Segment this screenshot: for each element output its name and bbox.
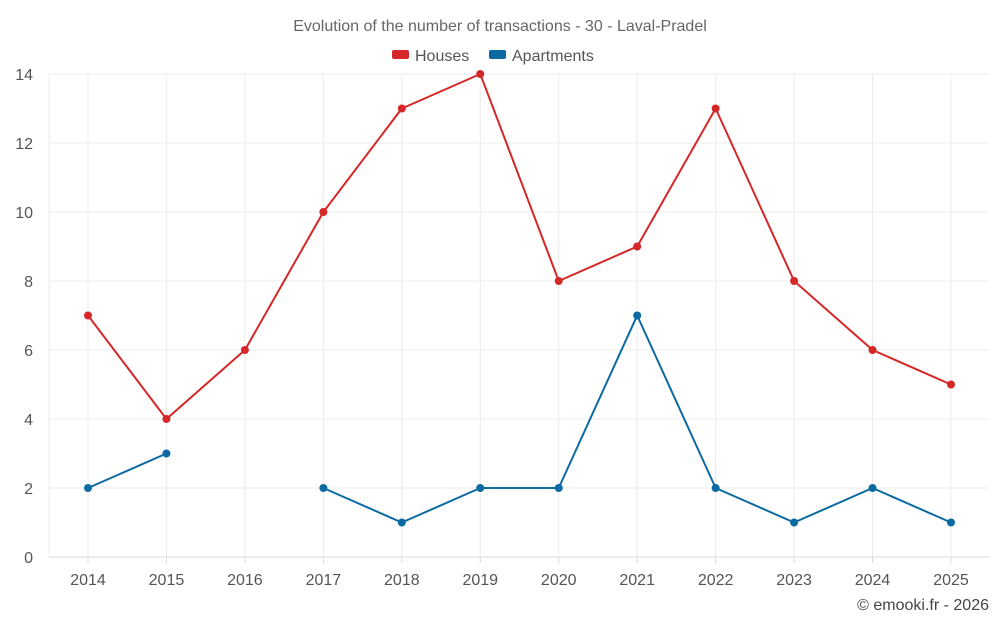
x-tick-label: 2014 [70,572,106,589]
data-point-houses-2016[interactable] [240,346,249,354]
data-point-apartments-2021[interactable] [633,311,642,320]
data-point-houses-2022[interactable] [711,104,720,113]
data-point-houses-2018[interactable] [397,104,406,113]
x-axis: 2014 2015 2016 2017 2018 2019 2020 2021 2022 2023… [70,572,969,589]
data-point-apartments-2015[interactable] [162,449,171,458]
data-point-houses-2025[interactable] [947,380,955,389]
data-point-houses-2017[interactable] [319,208,328,216]
x-tick-label: 2019 [462,572,498,589]
grid [48,73,989,563]
legend: Houses Apartments [392,48,594,65]
legend-label-houses: Houses [415,48,469,65]
data-point-apartments-2022[interactable] [711,484,720,492]
y-tick-label: 12 [15,136,33,153]
y-tick-label: 6 [24,343,33,360]
data-point-houses-2014[interactable] [84,311,92,320]
series-line-apartments [87,452,167,489]
x-tick-label: 2021 [619,572,655,589]
x-tick-label: 2018 [384,572,420,589]
x-tick-label: 2020 [541,572,577,589]
data-point-apartments-2014[interactable] [84,484,92,492]
x-tick-label: 2025 [933,572,969,589]
legend-item-apartments[interactable]: Apartments [489,48,594,65]
y-tick-label: 4 [24,412,33,429]
x-tick-label: 2023 [776,572,812,589]
data-point-apartments-2024[interactable] [868,484,877,492]
data-point-apartments-2019[interactable] [476,484,485,492]
y-axis: 0 2 4 6 8 10 12 14 [15,67,33,567]
x-tick-label: 2016 [227,572,263,589]
legend-item-houses[interactable]: Houses [392,48,469,65]
series-line-houses [87,73,952,420]
legend-label-apartments: Apartments [512,48,594,65]
x-tick-label: 2017 [306,572,342,589]
series-houses [84,70,955,423]
chart-title: Evolution of the number of transactions … [293,18,707,35]
x-tick-label: 2024 [855,572,891,589]
data-point-apartments-2025[interactable] [947,518,955,527]
y-tick-label: 8 [24,274,33,291]
data-point-apartments-2020[interactable] [554,484,563,492]
data-point-houses-2021[interactable] [633,242,642,251]
data-point-apartments-2018[interactable] [397,518,406,527]
y-tick-label: 10 [15,205,33,222]
series-apartments [84,311,955,527]
data-point-houses-2015[interactable] [162,415,171,423]
y-tick-label: 0 [24,550,33,567]
x-tick-label: 2015 [149,572,185,589]
x-tick-label: 2022 [698,572,734,589]
y-tick-label: 14 [15,67,33,84]
legend-swatch-houses [392,50,409,59]
data-point-apartments-2017[interactable] [319,484,328,492]
data-point-houses-2020[interactable] [554,277,563,285]
data-point-houses-2019[interactable] [476,70,485,78]
y-tick-label: 2 [24,481,33,498]
data-point-apartments-2023[interactable] [790,518,799,527]
credit-text: © emooki.fr - 2026 [857,597,989,614]
data-point-houses-2023[interactable] [790,277,799,285]
data-point-houses-2024[interactable] [868,346,877,354]
legend-swatch-apartments [489,50,506,59]
series [84,70,955,527]
